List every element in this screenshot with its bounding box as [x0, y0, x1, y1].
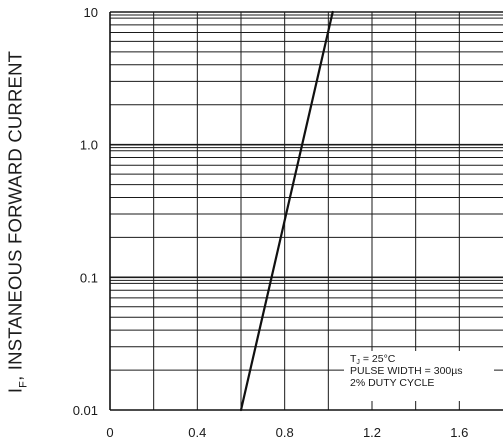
annotation-text: TJ = 25°C — [350, 353, 396, 366]
x-tick-label: 1.2 — [363, 425, 381, 440]
x-tick-label: 0.8 — [276, 425, 294, 440]
y-tick-label: 0.1 — [80, 270, 98, 285]
major-gridlines — [110, 11, 503, 279]
x-tick-label: 0.4 — [188, 425, 206, 440]
x-tick-labels: 0 0.4 0.8 1.2 1.6 — [106, 425, 468, 440]
y-tick-labels: 0.01 0.1 1.0 10 — [73, 5, 98, 418]
forward-current-curve — [239, 10, 334, 412]
y-tick-label: 1.0 — [80, 138, 98, 153]
annotation-text: PULSE WIDTH = 300µs — [350, 365, 463, 377]
y-tick-label: 10 — [84, 5, 98, 20]
x-tick-label: 0 — [106, 425, 113, 440]
annotation-background — [344, 351, 494, 401]
annotation-text: 2% DUTY CYCLE — [350, 377, 434, 389]
plot-frame — [109, 12, 503, 411]
minor-gridlines — [110, 12, 503, 410]
data-series — [239, 10, 334, 412]
x-tick-label: 1.6 — [450, 425, 468, 440]
y-tick-label: 0.01 — [73, 403, 98, 418]
